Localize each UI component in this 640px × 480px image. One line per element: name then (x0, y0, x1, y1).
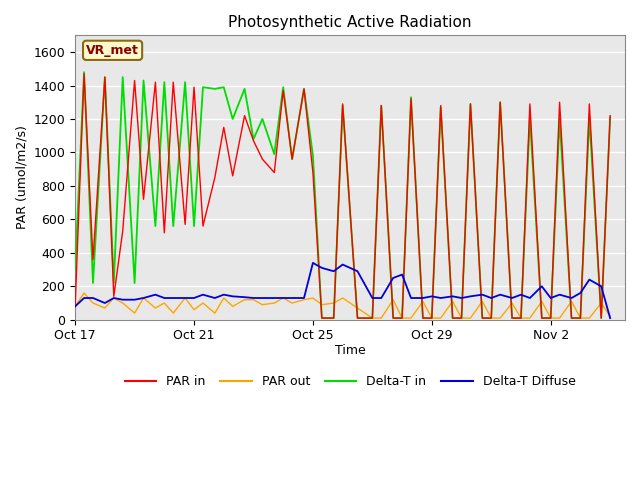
Text: VR_met: VR_met (86, 44, 139, 57)
Title: Photosynthetic Active Radiation: Photosynthetic Active Radiation (228, 15, 472, 30)
Legend: PAR in, PAR out, Delta-T in, Delta-T Diffuse: PAR in, PAR out, Delta-T in, Delta-T Dif… (120, 370, 580, 393)
X-axis label: Time: Time (335, 344, 365, 357)
Y-axis label: PAR (umol/m2/s): PAR (umol/m2/s) (15, 126, 28, 229)
